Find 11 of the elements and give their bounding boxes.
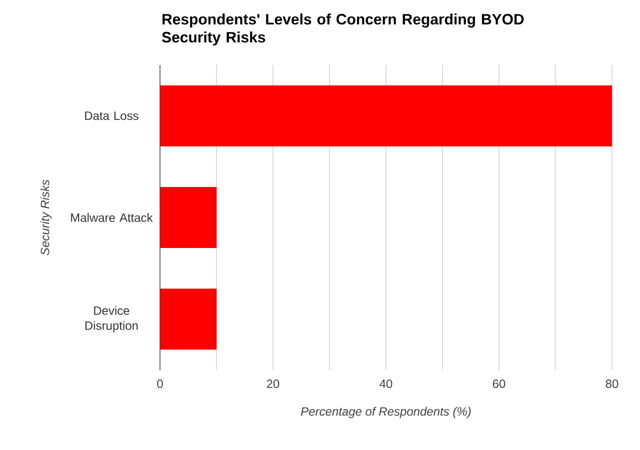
x-tick-label: 60 bbox=[492, 380, 506, 388]
y-tick-label: Malware Attack bbox=[71, 213, 153, 222]
x-tick-label: 0 bbox=[157, 380, 163, 388]
x-tick-label: 40 bbox=[380, 380, 392, 388]
y-tick-label: Data Loss bbox=[85, 112, 138, 120]
y-tick-label: Device Disruption bbox=[85, 306, 138, 332]
x-axis-title: Percentage of Respondents (%) bbox=[300, 406, 471, 418]
x-tick-label: 20 bbox=[266, 380, 280, 388]
chart-title: Respondents' Levels of Concern Regarding BYOD Security Risks bbox=[162, 14, 524, 46]
x-tick-label: 80 bbox=[606, 380, 618, 388]
y-axis-title: Security Risks bbox=[40, 180, 52, 256]
